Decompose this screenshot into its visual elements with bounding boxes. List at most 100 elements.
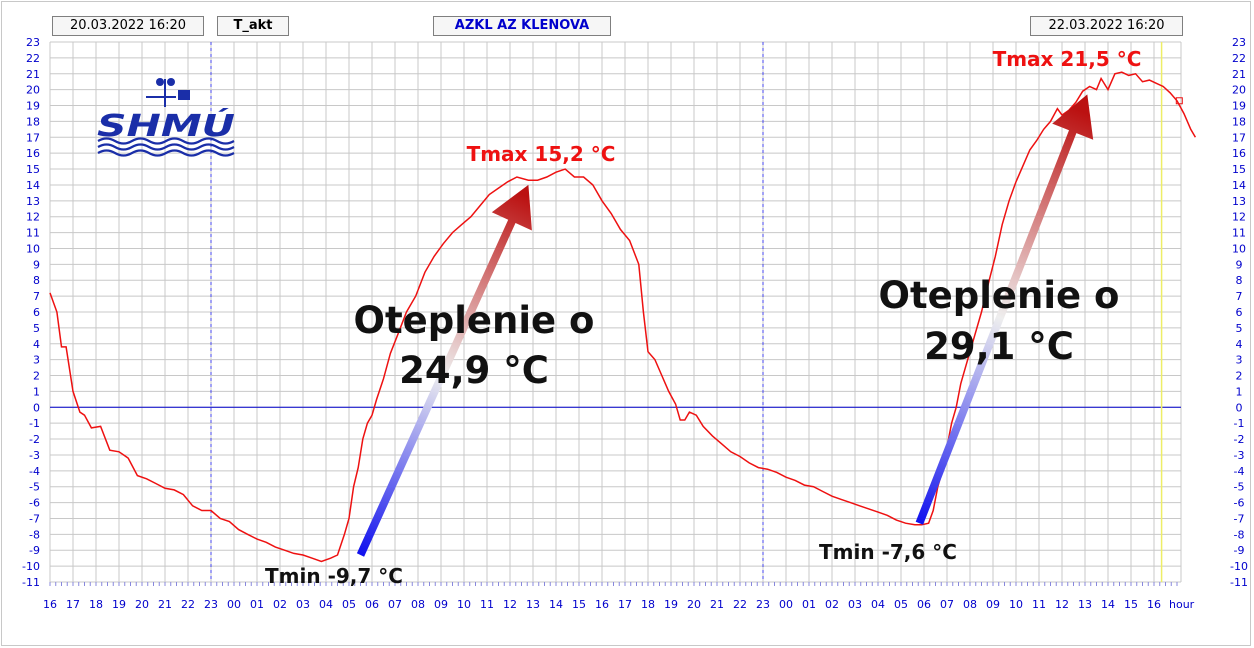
y-tick-label: 11 (26, 227, 40, 240)
y-tick-label: -3 (29, 449, 40, 462)
y-tick-label: 8 (1236, 274, 1243, 287)
x-tick-label: 08 (963, 598, 977, 611)
tmax-label-2: Tmax 21,5 °C (993, 47, 1142, 71)
x-tick-label: 01 (802, 598, 816, 611)
y-axis-right: 23222120191817161514131211109876543210-1… (1230, 36, 1248, 589)
y-tick-label: -5 (1234, 481, 1245, 494)
warming-label-2-line1: Oteplenie o (879, 274, 1120, 317)
y-tick-label: 12 (26, 211, 40, 224)
y-tick-label: 6 (33, 306, 40, 319)
y-tick-label: 16 (26, 147, 40, 160)
x-tick-label: 08 (411, 598, 425, 611)
y-tick-label: 11 (1232, 227, 1246, 240)
x-tick-label: 17 (618, 598, 632, 611)
x-tick-label: 14 (1101, 598, 1115, 611)
wind-vane-icon (146, 78, 190, 107)
x-tick-label: 04 (871, 598, 885, 611)
y-tick-label: 22 (1232, 52, 1246, 65)
y-tick-label: 18 (26, 115, 40, 128)
y-tick-label: -5 (29, 481, 40, 494)
x-tick-label: 18 (89, 598, 103, 611)
x-tick-label: 10 (1009, 598, 1023, 611)
y-tick-label: 1 (33, 385, 40, 398)
y-tick-label: 10 (1232, 242, 1246, 255)
y-tick-label: 20 (26, 84, 40, 97)
y-tick-label: 5 (1236, 322, 1243, 335)
y-tick-label: 9 (33, 258, 40, 271)
tmax-label-1: Tmax 15,2 °C (467, 142, 616, 166)
y-tick-label: 22 (26, 52, 40, 65)
current-value-marker (1175, 97, 1183, 105)
warming-arrows (356, 94, 1094, 557)
y-tick-label: 14 (1232, 179, 1246, 192)
y-tick-label: 2 (33, 370, 40, 383)
x-tick-label: 00 (227, 598, 241, 611)
x-tick-label: 19 (112, 598, 126, 611)
y-tick-label: 3 (1236, 354, 1243, 367)
y-tick-label: 21 (1232, 68, 1246, 81)
x-tick-label: 06 (365, 598, 379, 611)
y-tick-label: -4 (29, 465, 40, 478)
x-axis: 16 17 18 19 20 21 22 23 00 01 02 03 04 05 06 07 08 09 10 11… (43, 598, 1161, 611)
y-tick-label: 15 (1232, 163, 1246, 176)
logo-text: SHMÚ (97, 107, 235, 144)
x-tick-label: 07 (388, 598, 402, 611)
x-tick-label: 09 (434, 598, 448, 611)
x-tick-label: 22 (733, 598, 747, 611)
x-tick-label: 02 (825, 598, 839, 611)
y-tick-label: -8 (1234, 528, 1245, 541)
y-tick-label: 17 (1232, 131, 1246, 144)
y-tick-label: 21 (26, 68, 40, 81)
x-tick-label: 00 (779, 598, 793, 611)
y-tick-label: -2 (1234, 433, 1245, 446)
x-tick-label: 12 (1055, 598, 1069, 611)
y-tick-label: 4 (33, 338, 40, 351)
x-tick-label: 05 (342, 598, 356, 611)
waves-icon (97, 137, 235, 157)
x-tick-label: 21 (710, 598, 724, 611)
x-tick-label: 01 (250, 598, 264, 611)
x-tick-label: 19 (664, 598, 678, 611)
y-tick-label: 8 (33, 274, 40, 287)
y-tick-label: 23 (1232, 36, 1246, 49)
y-tick-label: 9 (1236, 258, 1243, 271)
y-tick-label: 0 (33, 401, 40, 414)
x-tick-label: 16 (595, 598, 609, 611)
y-tick-label: 23 (26, 36, 40, 49)
y-tick-label: 19 (26, 100, 40, 113)
y-tick-label: -11 (22, 576, 40, 589)
y-tick-label: 15 (26, 163, 40, 176)
y-axis-left: 23222120191817161514131211109876543210-1… (22, 36, 40, 589)
x-tick-label: 06 (917, 598, 931, 611)
y-tick-label: 5 (33, 322, 40, 335)
x-tick-label: 21 (158, 598, 172, 611)
y-tick-label: -1 (1234, 417, 1245, 430)
warming-arrow (915, 94, 1094, 525)
y-tick-label: -2 (29, 433, 40, 446)
station-box: AZKL AZ KLENOVA (433, 16, 611, 36)
y-tick-label: 6 (1236, 306, 1243, 319)
x-tick-label: 22 (181, 598, 195, 611)
x-tick-label: 11 (480, 598, 494, 611)
warming-arrow (356, 184, 532, 557)
shmu-logo: SHMÚ (97, 78, 235, 157)
y-tick-label: -11 (1230, 576, 1248, 589)
y-tick-label: 13 (1232, 195, 1246, 208)
x-tick-label: 03 (296, 598, 310, 611)
x-tick-label: 17 (66, 598, 80, 611)
x-tick-label: 14 (549, 598, 563, 611)
x-tick-label: 23 (204, 598, 218, 611)
end-date-box: 22.03.2022 16:20 (1030, 16, 1183, 36)
y-tick-label: -1 (29, 417, 40, 430)
y-tick-label: -7 (1234, 512, 1245, 525)
y-tick-label: 14 (26, 179, 40, 192)
x-tick-label: 20 (687, 598, 701, 611)
y-tick-label: -4 (1234, 465, 1245, 478)
warming-label-2-line2: 29,1 °C (924, 325, 1074, 368)
y-tick-label: 13 (26, 195, 40, 208)
x-tick-label: 03 (848, 598, 862, 611)
reference-lines (50, 42, 1181, 582)
warming-label-1-line2: 24,9 °C (399, 349, 549, 392)
